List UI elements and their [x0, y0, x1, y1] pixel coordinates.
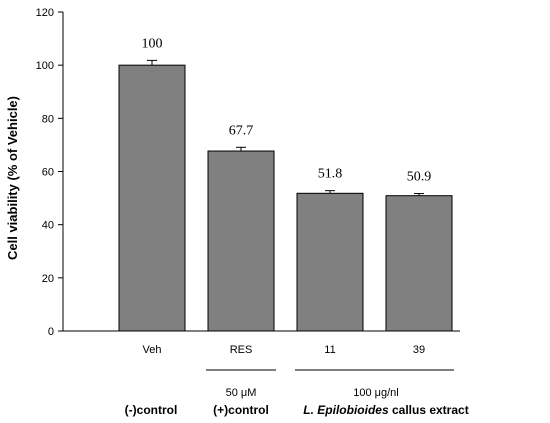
- y-tick-label: 40: [42, 220, 54, 232]
- data-label: 50.9: [407, 170, 432, 185]
- data-label: 51.8: [318, 167, 343, 182]
- bar: [385, 195, 453, 332]
- data-label: 100: [142, 36, 163, 51]
- group-label-positive-control: (+)control: [213, 403, 269, 417]
- x-tick-label: Veh: [143, 344, 162, 356]
- y-tick-label: 0: [48, 326, 54, 338]
- group-label-negative-control: (-)control: [125, 403, 178, 417]
- bar: [296, 192, 364, 332]
- extract-species-name: L. Epilobioides: [303, 403, 389, 417]
- x-tick-label: 11: [324, 344, 335, 356]
- x-tick-label: 39: [413, 344, 425, 356]
- y-tick-label: 20: [42, 273, 54, 285]
- bar: [207, 150, 275, 332]
- y-axis-title: Cell viability (% of Vehicle): [5, 96, 20, 260]
- y-tick-label: 60: [42, 167, 54, 179]
- plot-area: 0 20 40 60 80 100 120 100 Veh 67.7 RES 51.8 11 50.9 39: [36, 7, 460, 371]
- group-label-extract: L. Epilobioides callus extract: [303, 403, 468, 417]
- y-tick-label: 100: [36, 60, 54, 72]
- y-tick-label: 120: [36, 7, 54, 19]
- x-tick-label: RES: [230, 344, 253, 356]
- bar: [118, 64, 186, 332]
- dose-label-extract: 100 μg/nl: [353, 387, 398, 399]
- dose-label-res: 50 μM: [226, 387, 257, 399]
- extract-descriptor: callus extract: [389, 403, 469, 417]
- data-label: 67.7: [229, 123, 254, 138]
- y-tick-label: 80: [42, 113, 54, 125]
